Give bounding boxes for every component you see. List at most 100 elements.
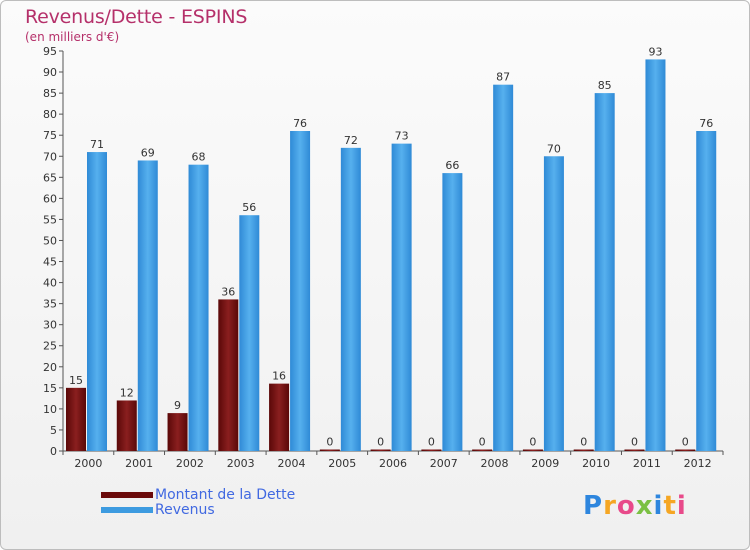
data-label-dette: 16 bbox=[272, 370, 286, 383]
data-label-dette: 0 bbox=[377, 436, 384, 449]
x-tick-label: 2006 bbox=[379, 457, 407, 470]
bar-revenus bbox=[493, 84, 514, 452]
x-tick-label: 2003 bbox=[227, 457, 255, 470]
data-label-revenus: 87 bbox=[496, 71, 510, 84]
y-tick-label: 30 bbox=[43, 319, 57, 332]
y-tick-label: 50 bbox=[43, 234, 57, 247]
x-tick-label: 2004 bbox=[277, 457, 305, 470]
data-label-dette: 0 bbox=[682, 436, 689, 449]
data-label-dette: 0 bbox=[631, 436, 638, 449]
logo-letter: r bbox=[603, 491, 617, 521]
bar-dette bbox=[472, 449, 493, 451]
bar-dette bbox=[116, 400, 137, 451]
y-tick-label: 45 bbox=[43, 256, 57, 269]
y-tick-label: 65 bbox=[43, 171, 57, 184]
data-label-dette: 15 bbox=[69, 374, 83, 387]
y-tick-label: 15 bbox=[43, 382, 57, 395]
y-tick-label: 35 bbox=[43, 298, 57, 311]
bar-dette bbox=[624, 449, 645, 451]
data-label-revenus: 76 bbox=[699, 117, 713, 130]
logo-letter: o bbox=[616, 491, 636, 521]
legend-label-revenus: Revenus bbox=[155, 501, 215, 518]
bar-dette bbox=[269, 383, 290, 451]
y-tick-label: 5 bbox=[50, 424, 57, 437]
bar-dette bbox=[66, 387, 86, 451]
chart-title: Revenus/Dette - ESPINS bbox=[25, 6, 248, 28]
x-tick-label: 2002 bbox=[176, 457, 204, 470]
proxiti-logo: Proxiti bbox=[583, 491, 687, 521]
data-label-revenus: 70 bbox=[547, 142, 561, 155]
legend-item-revenus: Revenus bbox=[101, 501, 295, 518]
data-label-revenus: 85 bbox=[598, 79, 612, 92]
y-tick-label: 60 bbox=[43, 192, 57, 205]
data-label-revenus: 56 bbox=[242, 201, 256, 214]
data-label-dette: 12 bbox=[120, 386, 134, 399]
logo-letter: P bbox=[583, 491, 604, 521]
x-tick-label: 2011 bbox=[633, 457, 661, 470]
data-label-revenus: 93 bbox=[648, 45, 662, 58]
data-label-revenus: 68 bbox=[192, 151, 206, 164]
bar-revenus bbox=[239, 215, 260, 451]
legend-swatch-dette bbox=[101, 491, 153, 498]
legend-swatch-revenus bbox=[101, 506, 153, 513]
data-label-dette: 0 bbox=[479, 436, 486, 449]
legend-label-dette: Montant de la Dette bbox=[155, 486, 296, 503]
bar-revenus bbox=[696, 131, 717, 451]
data-label-dette: 9 bbox=[174, 399, 181, 412]
bar-revenus bbox=[188, 164, 209, 451]
y-tick-label: 75 bbox=[43, 129, 57, 142]
x-tick-label: 2005 bbox=[328, 457, 356, 470]
data-label-revenus: 73 bbox=[395, 130, 409, 143]
data-label-dette: 0 bbox=[428, 436, 435, 449]
logo-letter: x bbox=[635, 491, 654, 521]
x-tick-label: 2010 bbox=[582, 457, 610, 470]
legend: Montant de la Dette Revenus bbox=[101, 486, 296, 518]
bar-dette bbox=[319, 449, 340, 451]
logo-letter: i bbox=[676, 491, 687, 521]
data-label-revenus: 76 bbox=[293, 117, 307, 130]
data-label-dette: 0 bbox=[326, 436, 333, 449]
x-tick-label: 2000 bbox=[74, 457, 102, 470]
data-label-revenus: 66 bbox=[445, 159, 459, 172]
x-tick-label: 2008 bbox=[481, 457, 509, 470]
y-tick-label: 40 bbox=[43, 277, 57, 290]
bar-revenus bbox=[137, 160, 158, 451]
data-label-dette: 0 bbox=[580, 436, 587, 449]
bar-dette bbox=[421, 449, 442, 451]
data-label-revenus: 69 bbox=[141, 146, 155, 159]
data-label-revenus: 71 bbox=[90, 138, 104, 151]
y-tick-label: 25 bbox=[43, 340, 57, 353]
bar-dette bbox=[675, 449, 696, 451]
y-tick-label: 0 bbox=[50, 445, 57, 458]
y-tick-label: 90 bbox=[43, 66, 57, 79]
bar-revenus bbox=[543, 156, 564, 451]
logo-letter: t bbox=[663, 491, 677, 521]
bar-dette bbox=[522, 449, 543, 451]
bar-dette bbox=[218, 299, 239, 451]
chart-subtitle: (en milliers d'€) bbox=[25, 30, 120, 44]
logo-letter: i bbox=[653, 491, 664, 521]
bar-revenus bbox=[594, 93, 615, 452]
x-tick-label: 2012 bbox=[684, 457, 712, 470]
bar-revenus bbox=[442, 173, 463, 451]
data-label-revenus: 72 bbox=[344, 134, 358, 147]
y-tick-label: 70 bbox=[43, 150, 57, 163]
y-tick-label: 10 bbox=[43, 403, 57, 416]
x-tick-label: 2001 bbox=[125, 457, 153, 470]
data-label-dette: 0 bbox=[529, 436, 536, 449]
bar-revenus bbox=[87, 152, 107, 452]
bar-dette bbox=[167, 413, 188, 451]
y-tick-label: 85 bbox=[43, 87, 57, 100]
bar-revenus bbox=[645, 59, 666, 451]
x-tick-label: 2009 bbox=[531, 457, 559, 470]
x-tick-label: 2007 bbox=[430, 457, 458, 470]
y-tick-label: 80 bbox=[43, 108, 57, 121]
bar-dette bbox=[370, 449, 391, 451]
y-tick-label: 55 bbox=[43, 213, 57, 226]
y-tick-label: 95 bbox=[43, 45, 57, 58]
bar-revenus bbox=[391, 143, 412, 451]
y-tick-label: 20 bbox=[43, 361, 57, 374]
legend-item-dette: Montant de la Dette bbox=[101, 486, 296, 503]
